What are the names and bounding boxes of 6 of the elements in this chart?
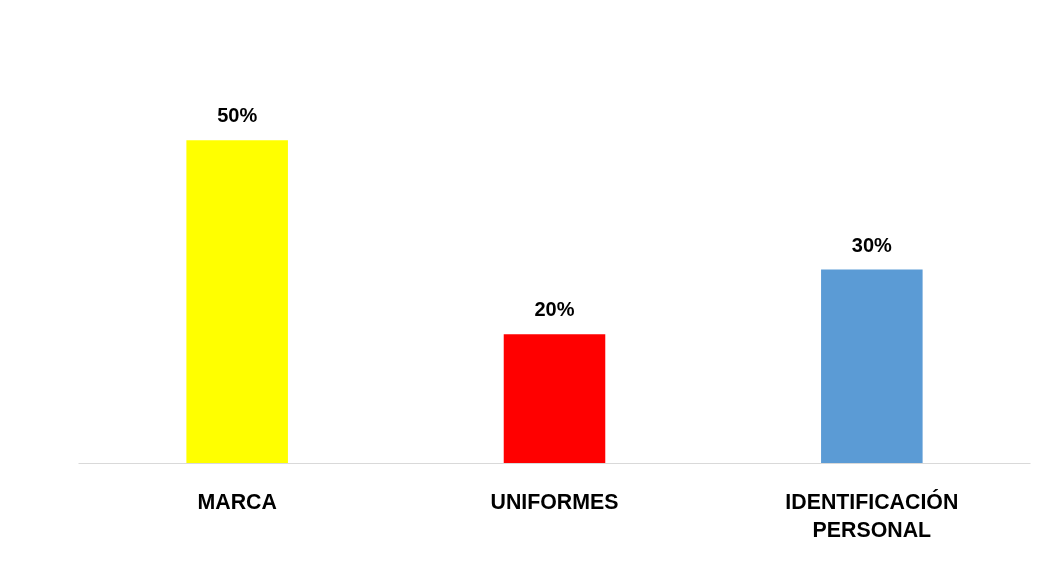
x-tick-label: UNIFORMES <box>490 489 619 514</box>
data-label: 30% <box>851 233 893 256</box>
data-label: 20% <box>534 298 575 321</box>
data-label: 50% <box>217 104 258 127</box>
x-tick-label: MARCA <box>197 489 277 514</box>
x-tick-label: IDENTIFICACIÓN PERSONAL <box>785 488 959 543</box>
